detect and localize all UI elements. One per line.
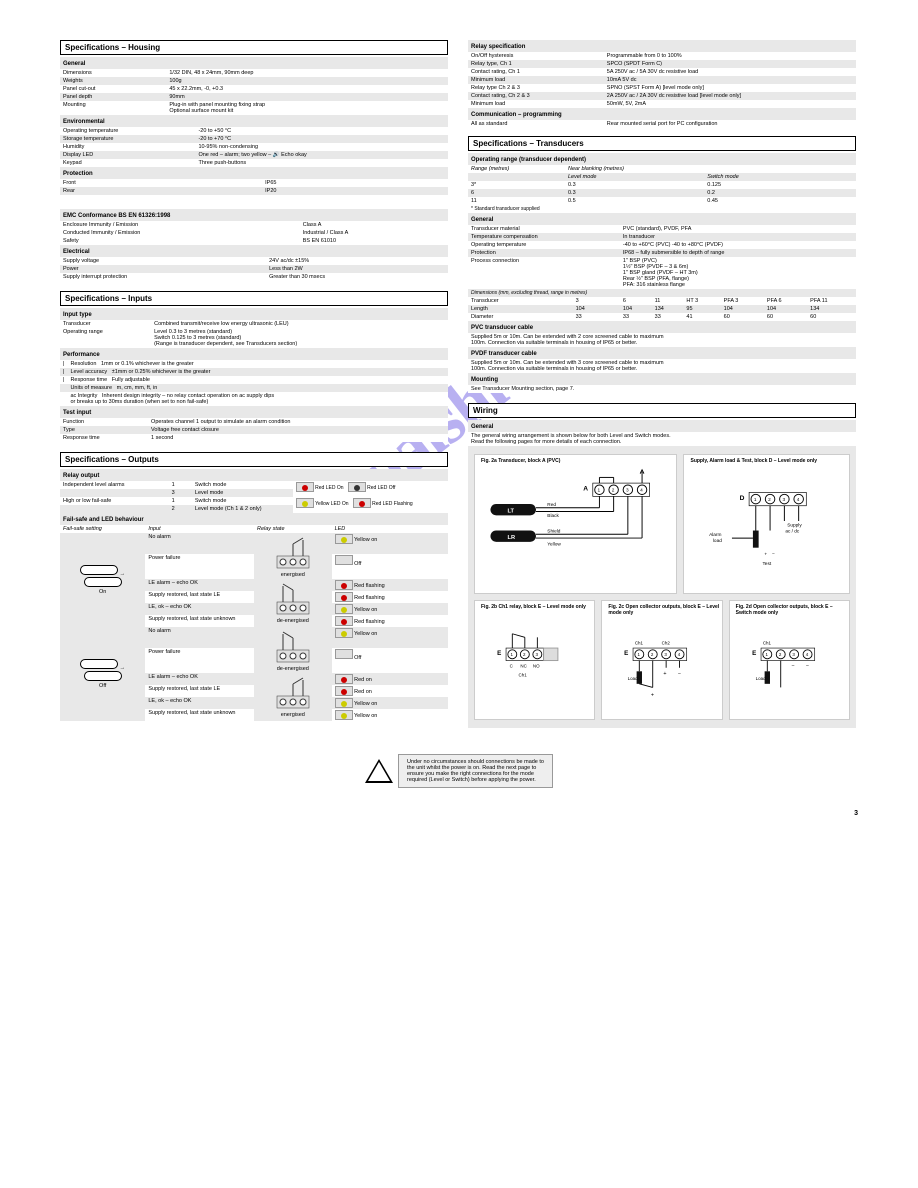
svg-text:Load: Load — [628, 676, 638, 681]
page-layout: Specifications – Housing General Dimensi… — [0, 0, 918, 748]
svg-text:D: D — [740, 495, 745, 502]
housing-general-table: General Dimensions1/32 DIN, 48 x 24mm, 9… — [60, 57, 448, 115]
relay-ch1-svg: E 1 2 3 CNCNO Ch1 — [481, 607, 588, 707]
svg-text:4: 4 — [797, 497, 800, 503]
housing-general-head: General — [60, 57, 448, 69]
section-outputs-title: Specifications – Outputs — [60, 452, 448, 467]
barrel-icon — [84, 577, 122, 587]
svg-text:3: 3 — [626, 488, 629, 494]
wiring-fig-2d: Fig. 2d Open collector outputs, block E … — [729, 600, 850, 720]
svg-text:Red: Red — [547, 502, 556, 508]
warning-triangle-icon — [365, 759, 393, 783]
page-number: 3 — [0, 808, 918, 819]
svg-text:+: + — [664, 671, 667, 677]
svg-text:NO: NO — [533, 664, 540, 669]
svg-text:2: 2 — [769, 497, 772, 503]
supply-wiring-svg: D 1 2 3 4 Alarmload Supplyac / dc +− Tes… — [690, 461, 843, 581]
svg-text:Ch1: Ch1 — [519, 673, 528, 678]
relay-energised-icon — [273, 534, 313, 570]
svg-text:+: + — [651, 692, 654, 698]
trans-operating-table: Operating range (transducer dependent) R… — [468, 153, 856, 213]
wiring-fig-2a: Fig. 2a Transducer, block A (PVC) A 1 2 … — [474, 454, 677, 594]
svg-text:Ch2: Ch2 — [662, 640, 671, 645]
svg-text:Load: Load — [755, 676, 765, 681]
wiring-fig-2c: Fig. 2c Open collector outputs, block E … — [601, 600, 722, 720]
housing-emc-table: EMC Conformance BS EN 61326:1998 Enclosu… — [60, 209, 448, 245]
housing-elec-table: Electrical Supply voltage24V ac/dc ±15% … — [60, 245, 448, 281]
wiring-fig-supply: Supply, Alarm load & Test, block D – Lev… — [683, 454, 850, 594]
warning-row: Under no circumstances should connection… — [0, 748, 918, 808]
svg-text:LR: LR — [508, 535, 516, 541]
svg-text:LT: LT — [508, 508, 515, 514]
svg-text:A: A — [583, 486, 588, 493]
svg-text:4: 4 — [640, 488, 643, 494]
section-inputs-title: Specifications – Inputs — [60, 291, 448, 306]
outputs-comm-table: Communication – programming All as stand… — [468, 108, 856, 128]
svg-text:−: − — [772, 552, 775, 557]
trans-pvccable-table: PVC transducer cable Supplied 5m or 10m.… — [468, 321, 856, 347]
inputs-type-table: Input type TransducerCombined transmit/r… — [60, 308, 448, 348]
left-column: Specifications – Housing General Dimensi… — [60, 40, 448, 728]
outputs-failsafe-table: Fail-safe and LED behaviour Fail-safe se… — [60, 513, 448, 721]
wiring-diagrams: Fig. 2a Transducer, block A (PVC) A 1 2 … — [468, 446, 856, 728]
housing-prot-table: Protection FrontIP65 RearIP20 — [60, 167, 448, 195]
outputs-relay-table: Relay output Independent level alarms1Sw… — [60, 469, 448, 513]
relay-energised-icon — [273, 674, 313, 710]
svg-text:E: E — [497, 650, 501, 657]
svg-text:Yellow: Yellow — [547, 542, 561, 548]
opencoll-switch-svg: E 1 2 3 4 Ch1 Load −− — [736, 607, 843, 707]
section-transducers-title: Specifications – Transducers — [468, 136, 856, 151]
svg-text:C: C — [510, 664, 514, 669]
svg-text:Shield: Shield — [547, 528, 560, 534]
svg-text:+: + — [765, 552, 768, 557]
svg-text:Supply: Supply — [788, 523, 803, 529]
svg-text:1: 1 — [598, 488, 601, 494]
opencoll-level-svg: E 1 2 3 4 Ch1Ch2 Load + +− — [608, 607, 715, 707]
inputs-perf-table: Performance |Resolution 1mm or 0.1% whic… — [60, 348, 448, 406]
svg-text:Ch1: Ch1 — [635, 640, 644, 645]
svg-text:Ch1: Ch1 — [762, 640, 771, 645]
svg-text:1: 1 — [754, 497, 757, 503]
svg-text:−: − — [805, 664, 808, 670]
svg-text:3: 3 — [783, 497, 786, 503]
section-housing-title: Specifications – Housing — [60, 40, 448, 55]
trans-pvdfcable-table: PVDF transducer cable Supplied 5m or 10m… — [468, 347, 856, 373]
svg-text:E: E — [624, 650, 628, 657]
transducer-wiring-svg: A 1 2 3 4 LT LR Red Black Shield Yellow — [481, 461, 670, 581]
warning-text: Under no circumstances should connection… — [398, 754, 553, 788]
svg-text:2: 2 — [612, 488, 615, 494]
relay-deenergised-icon — [273, 580, 313, 616]
barrel-icon — [80, 565, 118, 575]
svg-text:Test: Test — [763, 561, 772, 567]
svg-text:load: load — [713, 538, 722, 544]
trans-mounting-table: Mounting See Transducer Mounting section… — [468, 373, 856, 393]
svg-text:ac / dc: ac / dc — [786, 528, 801, 534]
svg-text:−: − — [678, 671, 681, 677]
svg-text:Black: Black — [547, 513, 559, 519]
trans-general-table: General Transducer materialPVC (standard… — [468, 213, 856, 321]
svg-text:Alarm: Alarm — [710, 532, 722, 538]
inputs-test-table: Test input FunctionOperates channel 1 ou… — [60, 406, 448, 442]
barrel-icon — [80, 659, 118, 669]
svg-text:−: − — [791, 664, 794, 670]
relay-deenergised-icon — [273, 628, 313, 664]
wiring-general-table: General The general wiring arrangement i… — [468, 420, 856, 446]
housing-env-table: Environmental Operating temperature-20 t… — [60, 115, 448, 167]
right-column: Relay specification On/Off hysteresisPro… — [468, 40, 856, 728]
outputs-relayspec-table: Relay specification On/Off hysteresisPro… — [468, 40, 856, 108]
barrel-icon — [84, 671, 122, 681]
svg-text:E: E — [752, 650, 756, 657]
section-wiring-title: Wiring — [468, 403, 856, 418]
wiring-fig-2b: Fig. 2b Ch1 relay, block E – Level mode … — [474, 600, 595, 720]
svg-text:NC: NC — [520, 664, 527, 669]
